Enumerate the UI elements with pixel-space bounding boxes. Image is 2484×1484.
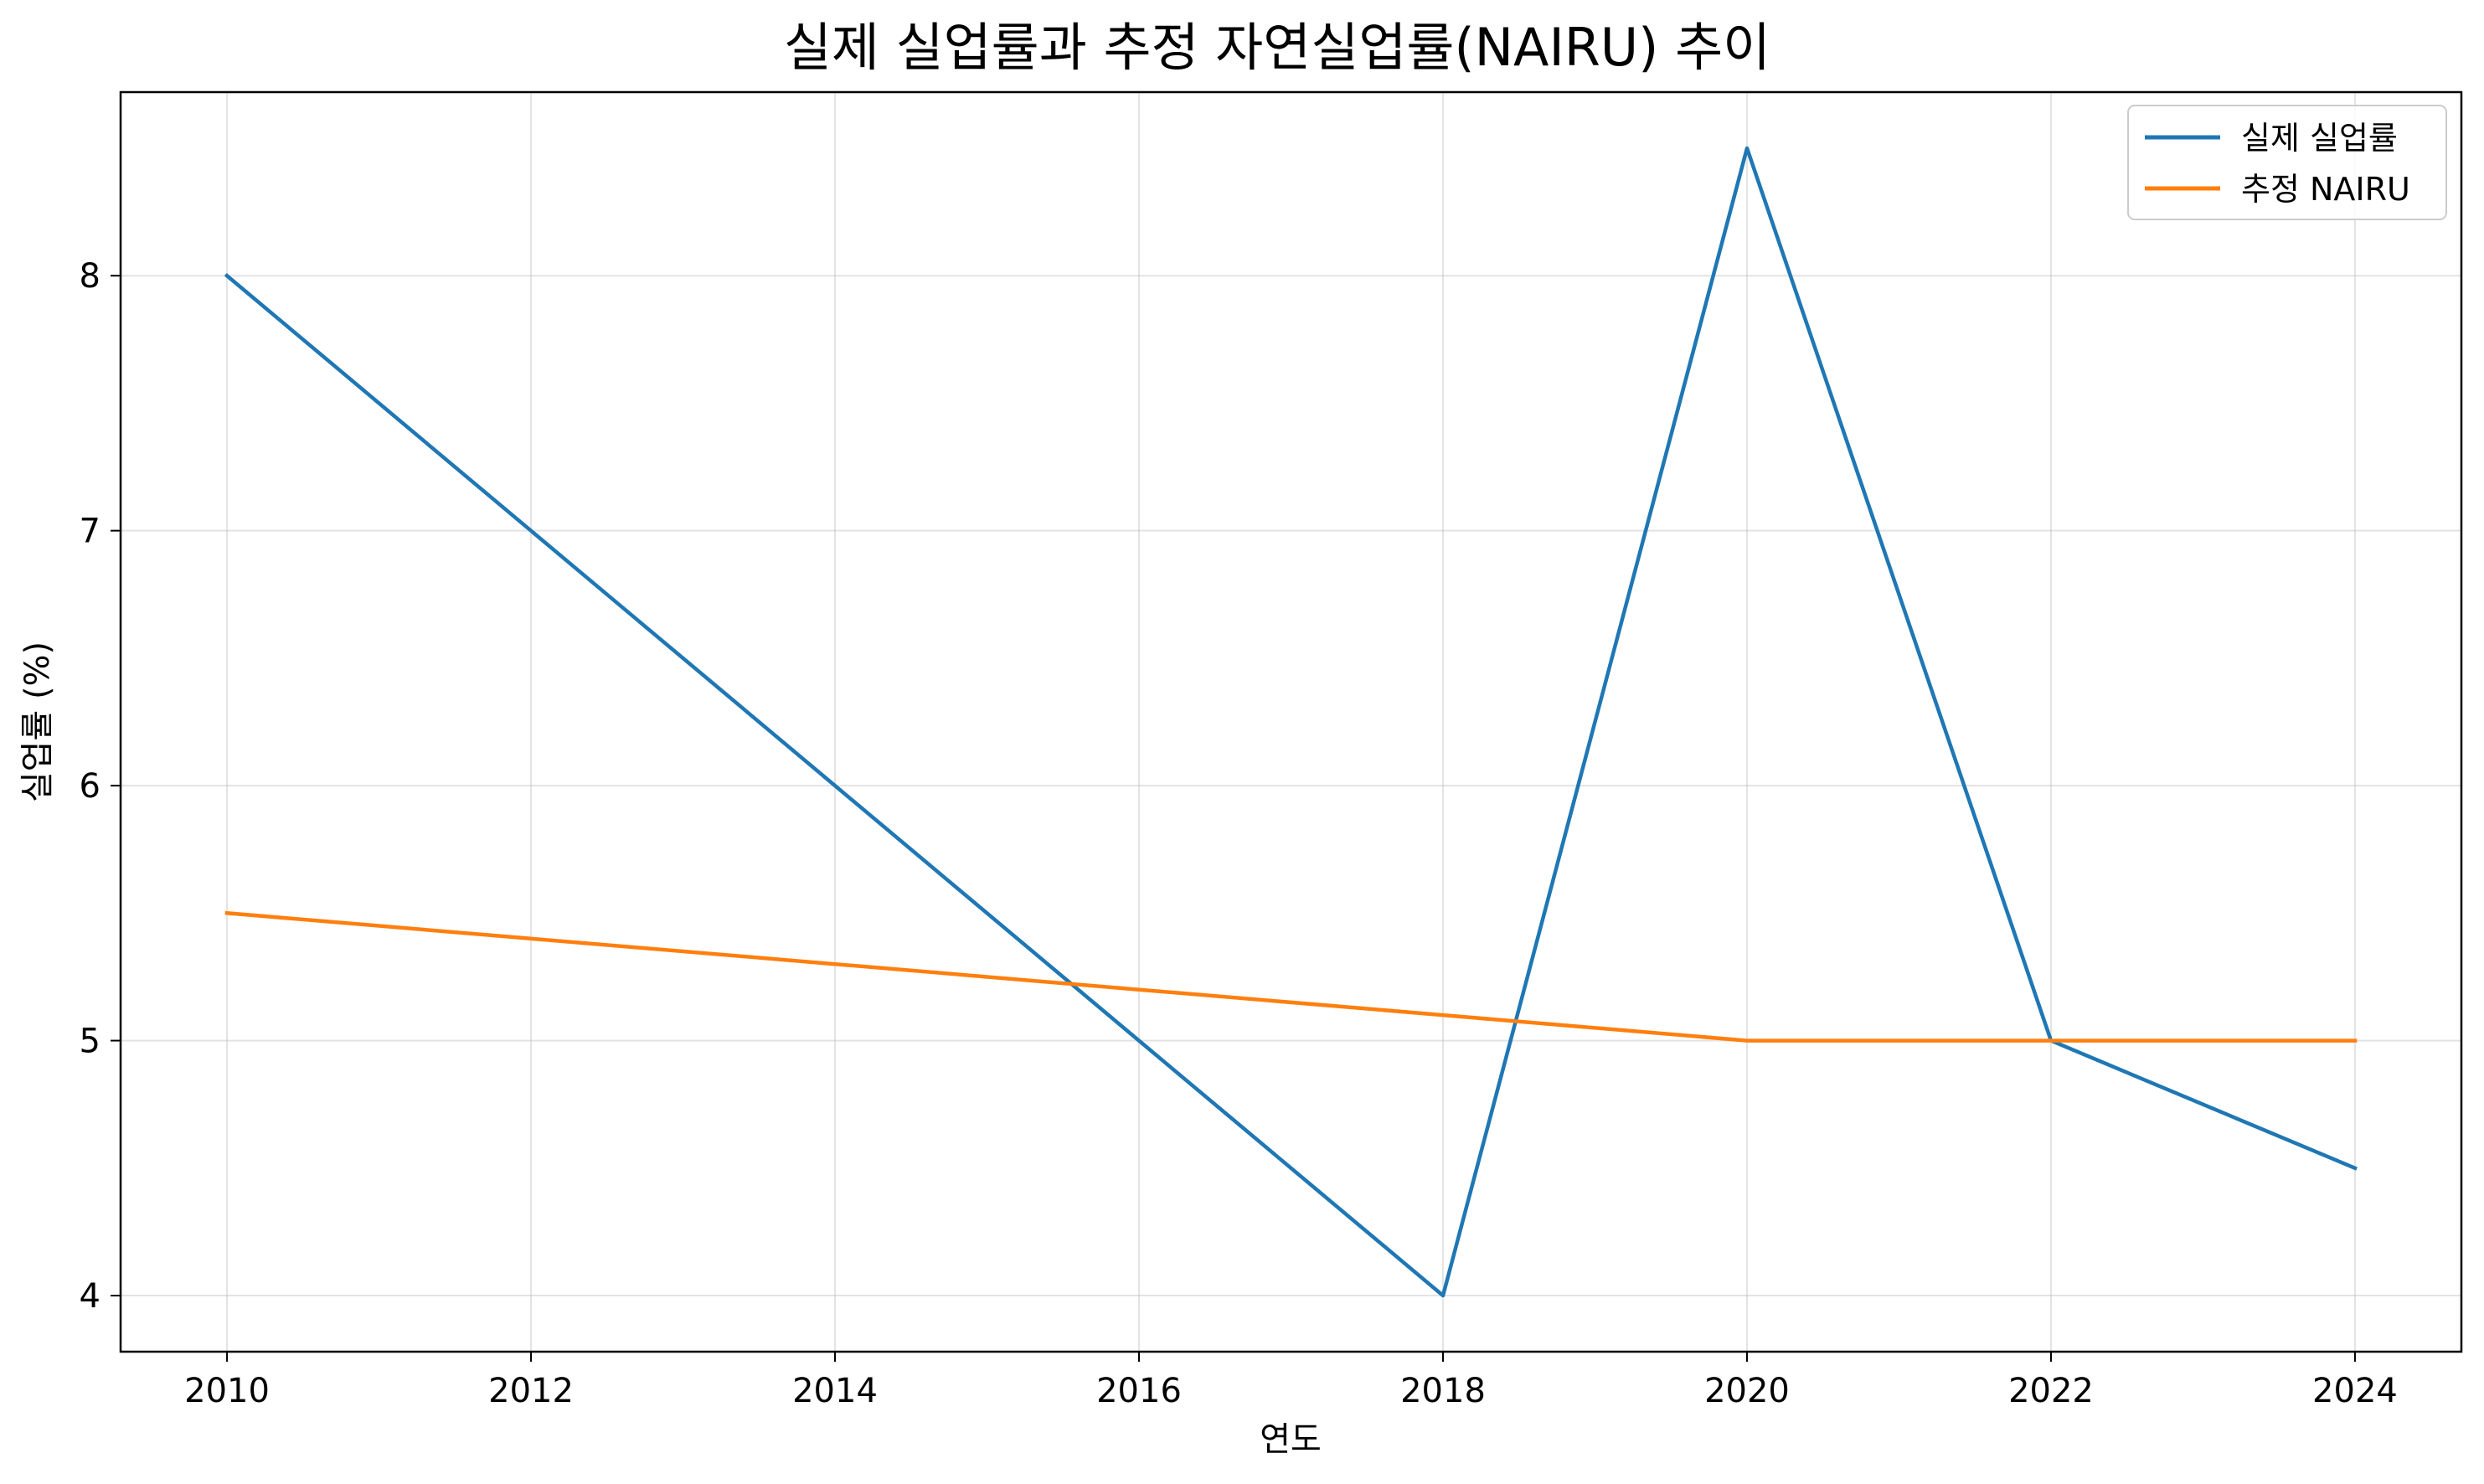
chart-title: 실제 실업률과 추정 자연실업률(NAIRU) 추이 — [784, 17, 1770, 78]
x-tick-label: 2024 — [2312, 1372, 2398, 1410]
series-line-actual — [224, 146, 2358, 1298]
series-line-nairu — [224, 910, 2358, 1043]
x-tick-label: 2018 — [1400, 1372, 1486, 1410]
plot-frame — [119, 90, 2463, 1353]
y-tick-label: 6 — [80, 767, 100, 806]
x-tick-label: 2010 — [184, 1372, 270, 1410]
y-tick-label: 8 — [80, 257, 100, 296]
series-layer — [224, 146, 2358, 1298]
y-tick-label: 7 — [80, 513, 100, 551]
legend-label-actual: 실제 실업률 — [2241, 120, 2398, 157]
x-tick-label: 2020 — [1704, 1372, 1790, 1410]
y-tick-label: 4 — [80, 1277, 100, 1316]
x-axis-label: 연도 — [1260, 1420, 1322, 1459]
legend-box — [2127, 105, 2447, 220]
x-tick-label: 2012 — [488, 1372, 574, 1410]
x-axis: 2010 2012 2014 2016 2018 2020 2022 2024 — [184, 1352, 2398, 1410]
y-axis: 4 5 6 7 8 — [80, 257, 121, 1316]
x-tick-label: 2016 — [1096, 1372, 1182, 1410]
legend: 실제 실업률 추정 NAIRU — [2127, 105, 2447, 220]
x-tick-label: 2014 — [792, 1372, 878, 1410]
x-tick-label: 2022 — [2008, 1372, 2094, 1410]
y-axis-label: 실업률 (%) — [18, 642, 57, 802]
y-tick-label: 5 — [80, 1023, 100, 1061]
legend-label-nairu: 추정 NAIRU — [2241, 171, 2410, 208]
